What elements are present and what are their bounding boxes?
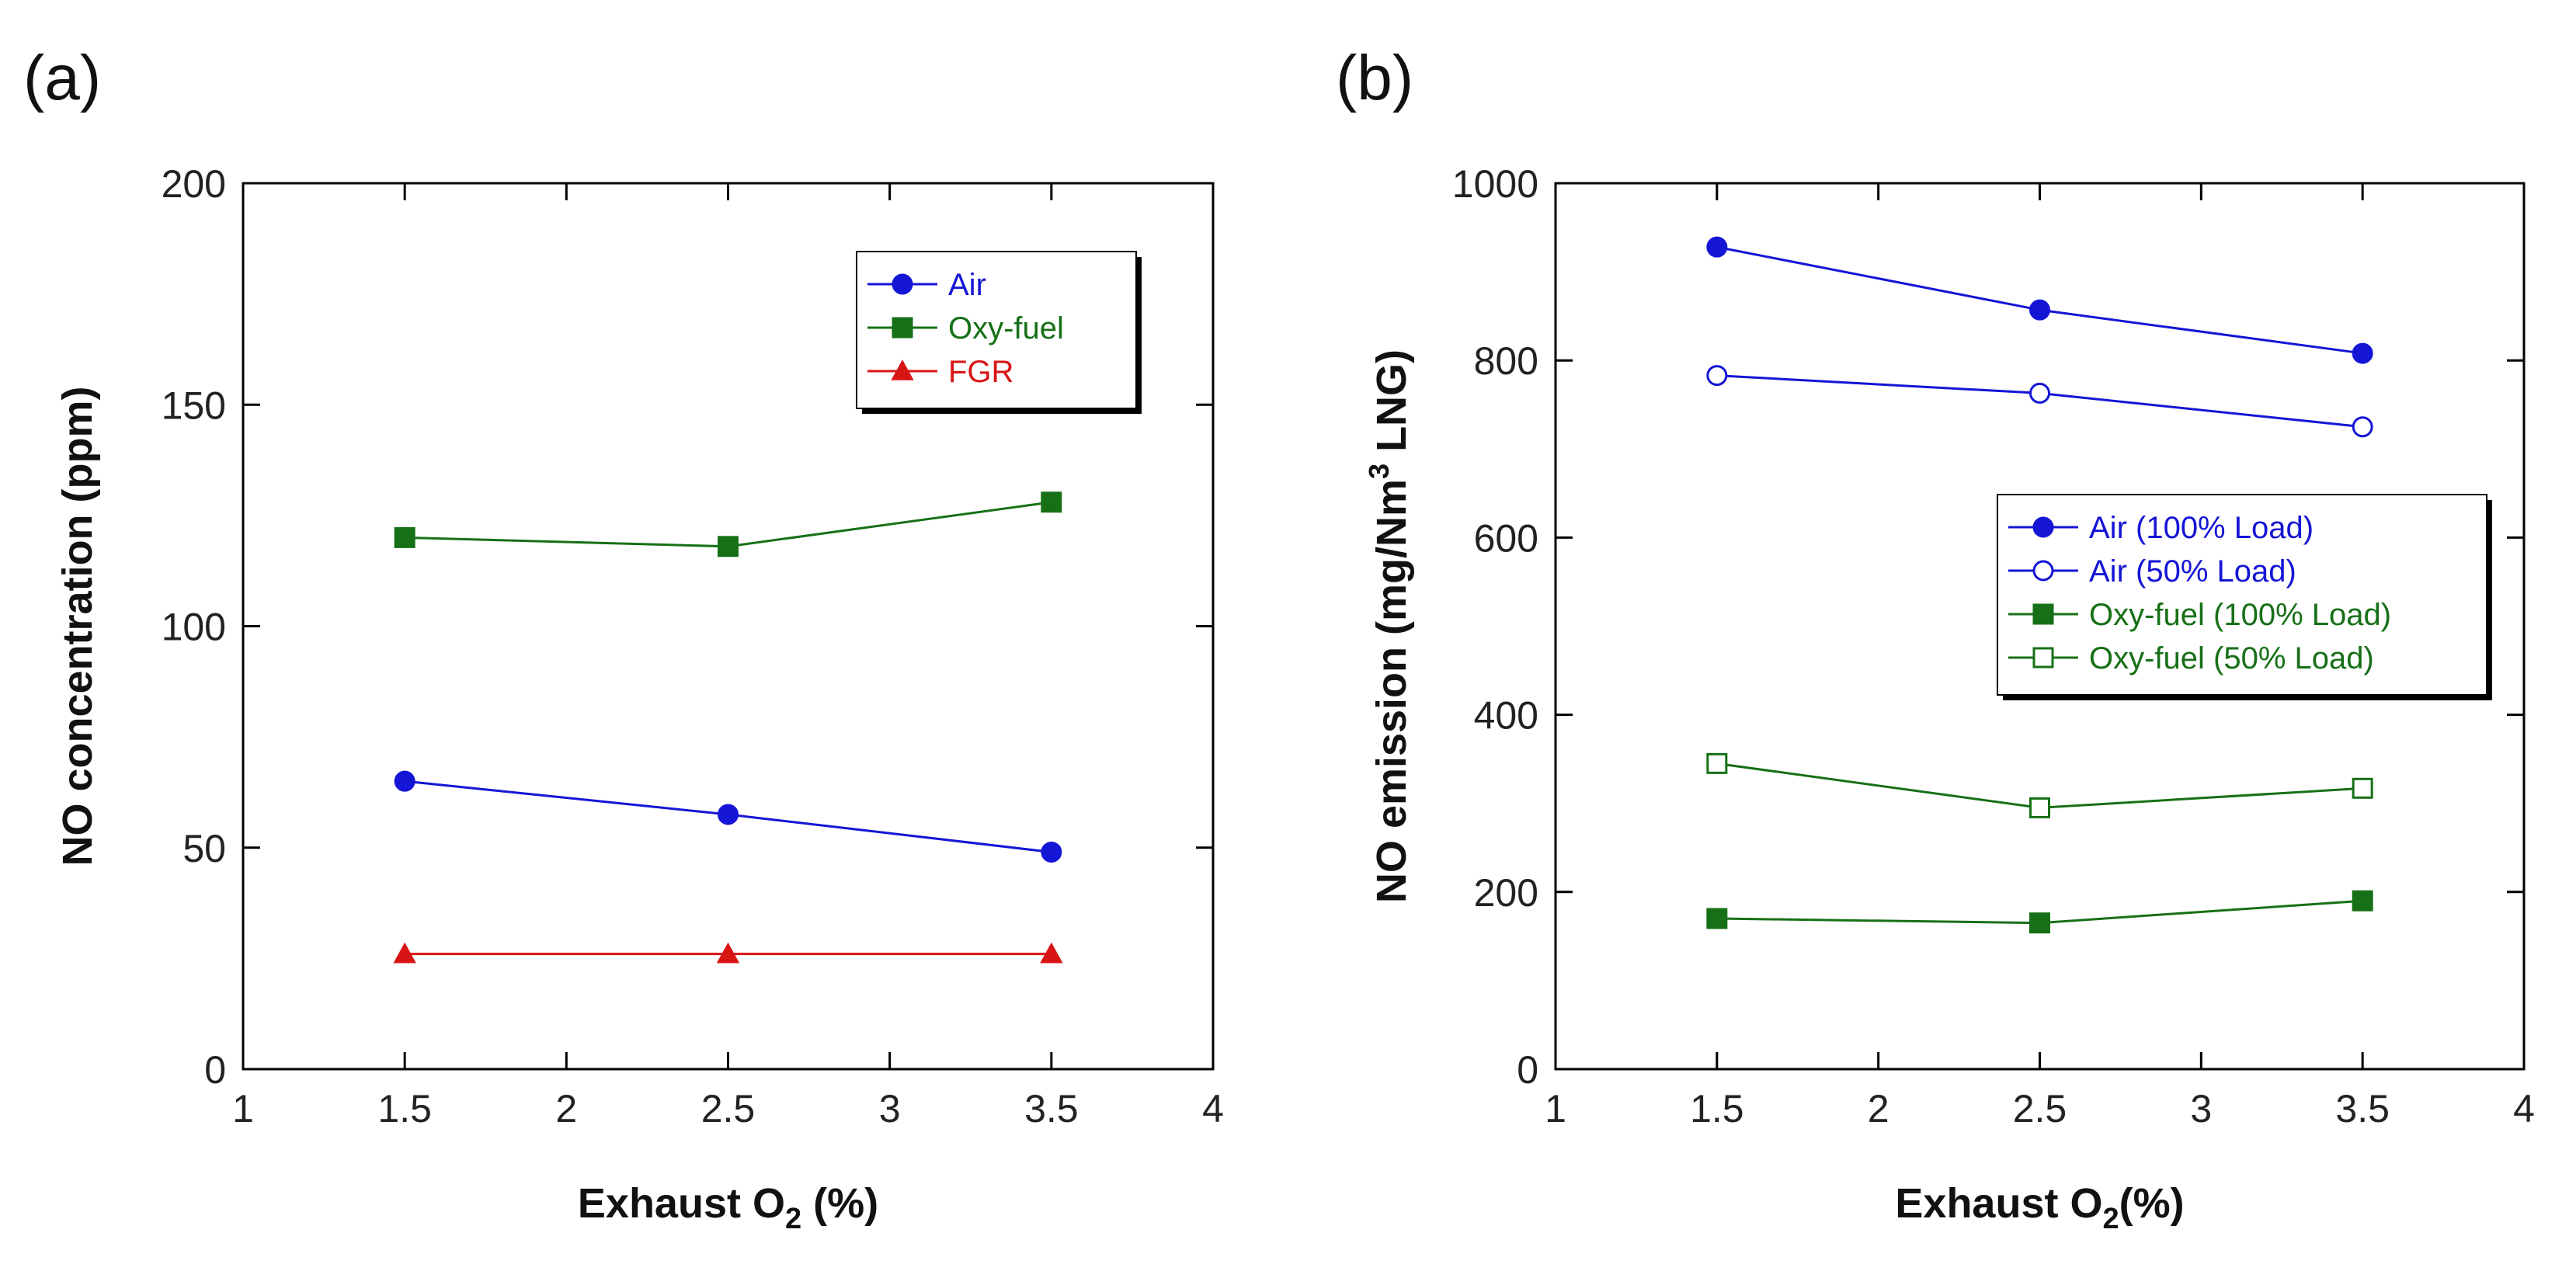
y-axis-title: NO concentration (ppm): [54, 387, 101, 866]
y-tick-label: 200: [1474, 871, 1538, 915]
legend-label: Air: [948, 268, 986, 302]
y-tick-label: 0: [1517, 1048, 1538, 1092]
data-point: [394, 770, 415, 792]
x-axis-title-subscript: 2: [2102, 1203, 2119, 1235]
legend-label: FGR: [948, 355, 1013, 389]
x-axis-title-main: Exhaust O: [578, 1180, 785, 1227]
legend: Air (100% Load) Air (50% Load) Oxy-fuel (1…: [1997, 494, 2492, 700]
y-tick-label: 50: [183, 827, 226, 870]
series-air-50-load-: [1706, 365, 2373, 438]
y-tick-label: 0: [204, 1048, 226, 1092]
y-tick-label: 400: [1474, 694, 1538, 738]
x-tick-label: 3.5: [1024, 1087, 1079, 1130]
legend-label: Oxy-fuel (50% Load): [2089, 641, 2374, 675]
x-tick-label: 3: [2190, 1087, 2212, 1130]
panel-label: (a): [23, 43, 101, 113]
legend: Air Oxy-fuel FGR: [856, 251, 1142, 414]
data-point: [1706, 908, 1728, 929]
x-axis-title-suffix: (%): [2119, 1180, 2185, 1227]
y-axis-title-main: NO emission (mg/Nm: [1368, 479, 1415, 903]
legend-label: Air (100% Load): [2089, 511, 2314, 545]
x-tick-label: 2.5: [2013, 1087, 2067, 1130]
y-tick-label: 800: [1474, 339, 1538, 383]
data-point: [2029, 299, 2050, 321]
data-point: [718, 804, 739, 825]
data-point: [2352, 890, 2373, 912]
data-point: [2352, 416, 2373, 438]
data-point: [2352, 342, 2373, 364]
series-oxy-fuel-100-load-: [1706, 890, 2373, 934]
x-axis-title-subscript: 2: [785, 1203, 801, 1235]
x-tick-label: 1.5: [377, 1087, 432, 1130]
data-point: [394, 526, 415, 548]
legend-label: Oxy-fuel (100% Load): [2089, 598, 2391, 632]
y-axis-title-main: NO concentration (ppm): [54, 387, 101, 866]
x-tick-label: 1: [232, 1087, 254, 1130]
data-point: [2029, 912, 2050, 934]
series-oxy-fuel: [394, 491, 1062, 557]
legend-label: Oxy-fuel: [948, 311, 1064, 346]
y-tick-label: 200: [162, 162, 226, 206]
data-point: [2029, 797, 2050, 818]
legend-marker: [892, 273, 913, 295]
legend-marker: [891, 359, 914, 380]
legend-marker: [2032, 560, 2054, 582]
series-oxy-fuel-50-load-: [1706, 752, 2373, 818]
y-axis-title-superscript: 3: [1363, 464, 1395, 479]
chart-panel-b: (b) 1 1.5 2 2.5 3 3.5 4 0 200 400 600 800 1000 Exhaust…: [1336, 43, 2535, 1235]
x-axis-title-main: Exhaust O: [1895, 1180, 2102, 1227]
legend-box: [1997, 494, 2487, 696]
legend-marker: [892, 317, 913, 339]
y-tick-label: 100: [162, 606, 226, 649]
x-tick-label: 2: [555, 1087, 577, 1130]
data-point: [393, 942, 416, 964]
y-tick-label: 600: [1474, 516, 1538, 560]
series-fgr: [393, 942, 1063, 964]
data-point: [716, 942, 740, 964]
legend-marker: [2032, 603, 2054, 625]
y-tick-label: 150: [162, 384, 226, 427]
series-air: [394, 770, 1062, 863]
x-tick-label: 3.5: [2335, 1087, 2390, 1130]
data-point: [2352, 777, 2373, 799]
x-tick-label: 3: [879, 1087, 901, 1130]
x-tick-label: 1.5: [1690, 1087, 1744, 1130]
y-tick-label: 1000: [1452, 162, 1538, 206]
y-axis-title-suffix: LNG): [1368, 349, 1415, 464]
data-point: [1040, 942, 1063, 964]
data-point: [1041, 491, 1062, 513]
x-axis-title: Exhaust O2(%): [1895, 1180, 2184, 1235]
panel-label: (b): [1336, 43, 1413, 113]
data-point: [1706, 236, 1728, 258]
series-air-100-load-: [1706, 236, 2373, 364]
x-tick-label: 4: [2513, 1087, 2535, 1130]
y-axis-title: NO emission (mg/Nm3 LNG): [1363, 349, 1415, 903]
x-tick-label: 1: [1545, 1087, 1566, 1130]
x-axis-title-suffix: (%): [801, 1180, 878, 1227]
legend-marker: [2032, 647, 2054, 668]
legend-label: Air (50% Load): [2089, 554, 2296, 589]
legend-marker: [2032, 516, 2054, 538]
x-axis-title: Exhaust O2 (%): [578, 1180, 878, 1235]
x-tick-label: 4: [1202, 1087, 1224, 1130]
data-point: [2029, 382, 2050, 404]
x-tick-label: 2: [1868, 1087, 1889, 1130]
x-tick-label: 2.5: [701, 1087, 756, 1130]
data-point: [718, 536, 739, 557]
data-point: [1706, 365, 1728, 387]
data-point: [1041, 841, 1062, 863]
data-point: [1706, 752, 1728, 774]
